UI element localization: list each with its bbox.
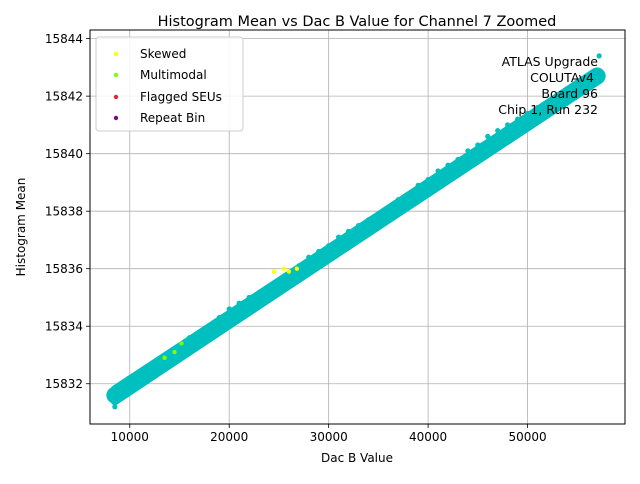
main-point-24: [326, 243, 332, 249]
x-tick-label-2: 30000: [310, 430, 348, 444]
skewed-point-0: [271, 269, 277, 274]
x-tick-label-0: 10000: [111, 430, 149, 444]
x-tick-label-3: 40000: [409, 430, 447, 444]
y-tick-label-6: 15844: [45, 32, 83, 46]
main-point-17: [256, 291, 262, 298]
main-point-22: [306, 254, 312, 260]
main-point-48: [564, 87, 570, 93]
x-tick-label-4: 50000: [508, 430, 546, 444]
main-point-14: [226, 306, 232, 312]
main-point-28: [365, 217, 372, 223]
skewed-point-1: [281, 266, 287, 271]
legend-marker-skewed: [113, 51, 119, 57]
main-point-49: [574, 82, 580, 88]
skewed-point-3: [294, 266, 300, 271]
grid: [90, 30, 625, 424]
y-axis-label: Histogram Mean: [14, 178, 28, 277]
main-point-7: [157, 358, 163, 364]
main-point-25: [336, 234, 342, 240]
main-point-42: [505, 122, 511, 128]
legend-marker-flagged-seus: [113, 94, 119, 100]
legend-label-skewed: Skewed: [140, 47, 186, 61]
multimodal-point-1: [172, 349, 177, 355]
main-point-19: [276, 277, 282, 283]
x-tick-label-1: 20000: [210, 430, 248, 444]
main-point-50: [584, 76, 590, 82]
main-point-12: [206, 323, 212, 329]
legend: Skewed Multimodal Flagged SEUs Repeat Bi…: [95, 36, 244, 132]
legend-marker-multimodal: [113, 72, 119, 78]
main-point-43: [515, 116, 521, 122]
main-point-8: [166, 352, 173, 358]
y-tick-label-5: 15842: [45, 90, 83, 104]
main-point-51: [594, 70, 600, 76]
main-point-30: [385, 205, 391, 211]
legend-label-flagged-seus: Flagged SEUs: [140, 90, 222, 104]
main-point-0: [112, 404, 118, 410]
main-point-18: [266, 286, 272, 292]
main-point-44: [524, 110, 531, 117]
main-point-37: [455, 156, 461, 163]
main-point-32: [405, 191, 411, 197]
main-point-15: [236, 300, 242, 306]
main-point-46: [544, 99, 551, 105]
main-point-39: [475, 142, 481, 148]
main-point-4: [127, 378, 133, 384]
main-series-band-lower: [110, 76, 602, 406]
main-point-33: [415, 182, 421, 188]
y-tick-label-4: 15840: [45, 147, 83, 161]
x-axis-label: Dac B Value: [321, 451, 393, 465]
main-point-10: [186, 335, 193, 341]
annotation-line-2: COLUTAv4: [530, 70, 594, 85]
data-points: [112, 53, 602, 410]
multimodal-point-0: [162, 355, 167, 361]
main-point-36: [445, 162, 451, 168]
axis-ticks: 10000 20000 30000 40000 50000 15832 15834 15836…: [45, 32, 547, 444]
main-point-6: [147, 363, 153, 370]
legend-box: [95, 36, 244, 132]
skewed-point-2: [286, 269, 292, 274]
main-point-52: [596, 53, 602, 59]
main-point-38: [465, 148, 471, 154]
main-point-27: [355, 222, 362, 229]
main-point-1: [114, 392, 120, 398]
main-series-band-upper: [110, 68, 602, 394]
plot-frame: [89, 29, 626, 425]
main-point-11: [196, 329, 202, 335]
y-tick-label-0: 15832: [45, 377, 83, 391]
legend-marker-repeat-bin: [113, 115, 119, 121]
main-point-34: [425, 176, 431, 183]
annotation-line-3: Board 96: [541, 86, 598, 101]
main-point-45: [534, 105, 541, 111]
main-point-13: [216, 314, 222, 321]
annotation-line-4: Chip 1, Run 232: [498, 102, 598, 117]
main-point-26: [345, 228, 352, 234]
run-annotation: ATLAS Upgrade COLUTAv4 Board 96 Chip 1, …: [498, 54, 598, 117]
main-series-band: [106, 67, 606, 406]
y-tick-label-1: 15834: [45, 320, 83, 334]
main-point-40: [485, 133, 491, 140]
y-tick-label-3: 15838: [45, 205, 83, 219]
y-tick-label-2: 15836: [45, 262, 83, 276]
main-point-41: [495, 128, 501, 134]
annotation-line-1: ATLAS Upgrade: [502, 54, 599, 69]
main-point-31: [395, 197, 401, 203]
main-point-23: [316, 248, 322, 255]
multimodal-point-2: [179, 341, 184, 346]
legend-label-multimodal: Multimodal: [140, 68, 207, 82]
main-point-16: [246, 294, 252, 301]
chart-title: Histogram Mean vs Dac B Value for Channe…: [158, 14, 557, 30]
main-point-5: [137, 369, 143, 375]
main-point-35: [435, 168, 441, 174]
main-point-47: [554, 93, 560, 99]
main-point-29: [375, 211, 381, 217]
legend-label-repeat-bin: Repeat Bin: [140, 111, 205, 125]
main-point-3: [122, 381, 128, 387]
main-point-2: [117, 386, 123, 393]
